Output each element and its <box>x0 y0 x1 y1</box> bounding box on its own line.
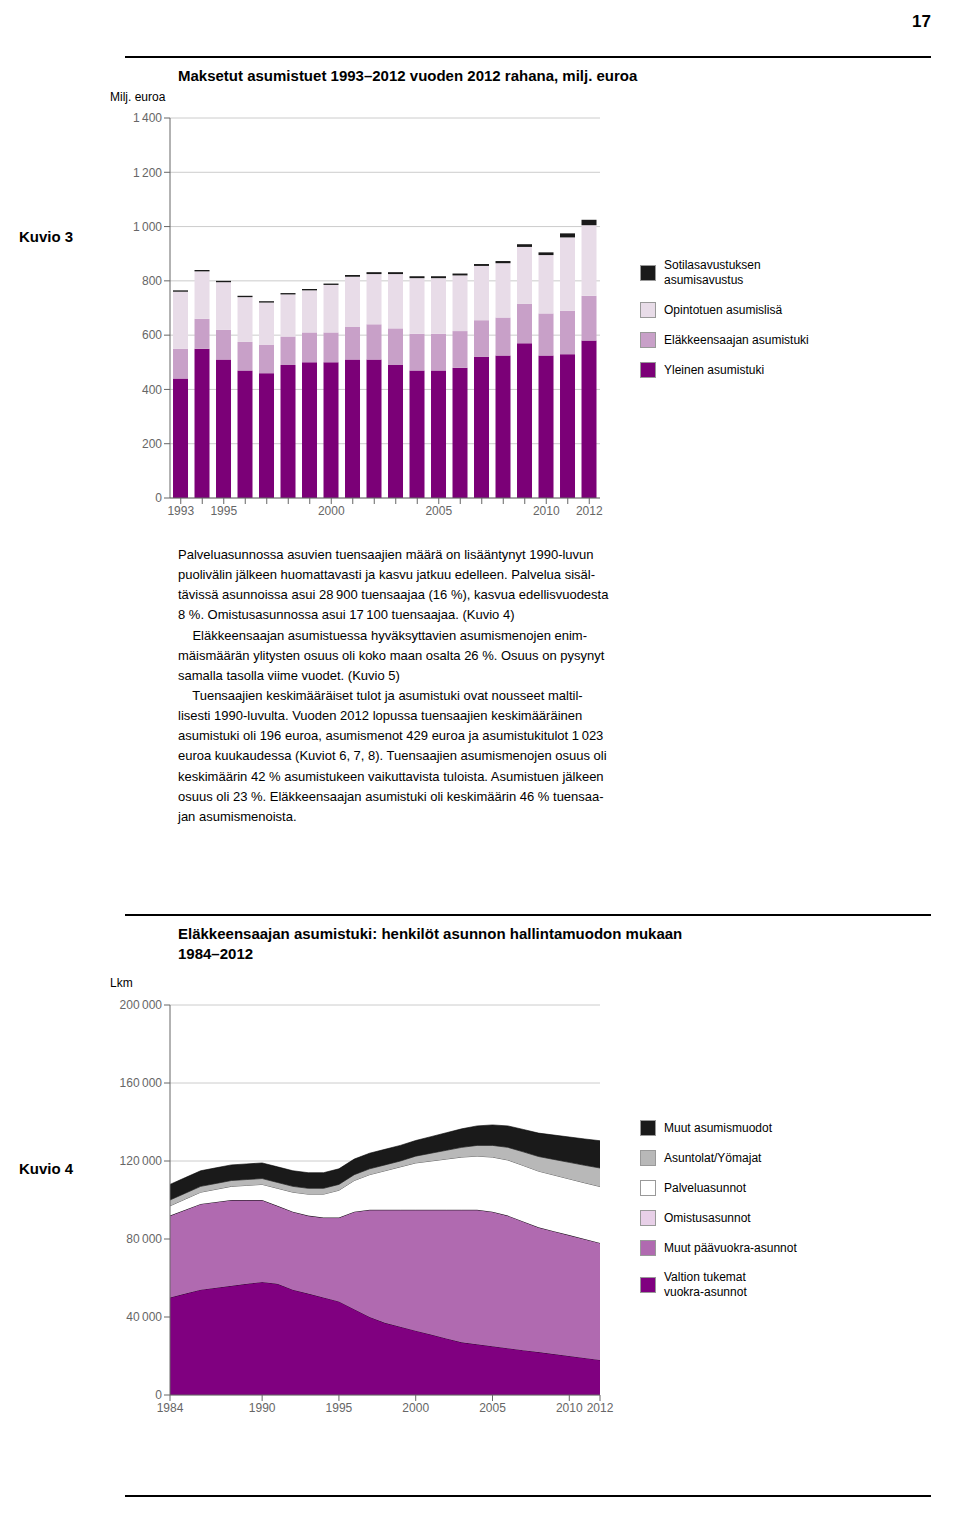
html-text:Muut asumismuodot: Muut asumismuodot <box>664 1120 772 1135</box>
svg-text:1995: 1995 <box>326 1401 353 1415</box>
svg-text:2012: 2012 <box>587 1401 614 1415</box>
svg-text:40 000: 40 000 <box>126 1310 162 1324</box>
svg-text:1984: 1984 <box>157 1401 184 1415</box>
svg-text:1993: 1993 <box>167 504 194 518</box>
svg-text:1995: 1995 <box>210 504 237 518</box>
svg-text:800: 800 <box>142 274 162 288</box>
svg-text:400: 400 <box>142 383 162 397</box>
svg-text:2005: 2005 <box>479 1401 506 1415</box>
svg-text:160 000: 160 000 <box>120 1076 163 1090</box>
svg-text:80 000: 80 000 <box>126 1232 162 1246</box>
svg-text:2010: 2010 <box>556 1401 583 1415</box>
html-text:Eläkkeensaajan asumistuki: hen: Eläkkeensaajan asumistuki: henkilöt asun… <box>178 925 683 962</box>
html-text:Milj. euroa: Milj. euroa <box>110 90 166 104</box>
svg-text:200 000: 200 000 <box>120 998 163 1012</box>
html-text:Omistusasunnot: Omistusasunnot <box>664 1210 751 1225</box>
svg-text:1 200: 1 200 <box>133 166 162 180</box>
html-text:Maksetut asumistuet 1993–2012: Maksetut asumistuet 1993–2012 vuoden 201… <box>178 67 638 84</box>
html-text:Lkm: Lkm <box>110 976 133 990</box>
html-text:Kuvio 3: Kuvio 3 <box>19 228 74 245</box>
svg-text:200: 200 <box>142 437 162 451</box>
html-text:Valtion tukemat vuokra-asunnot: Valtion tukemat vuokra-asunnot <box>664 1270 747 1299</box>
svg-text:1 400: 1 400 <box>133 111 162 125</box>
html-text:Palveluasunnossa asuvien tuens: Palveluasunnossa asuvien tuensaajien mää… <box>178 547 609 824</box>
svg-text:2005: 2005 <box>425 504 452 518</box>
html-text:Sotilasavustuksen asumisavustu: Sotilasavustuksen asumisavustus <box>664 258 761 287</box>
html-text:Opintotuen asumislisä: Opintotuen asumislisä <box>664 302 783 317</box>
svg-text:0: 0 <box>155 491 162 505</box>
svg-text:2000: 2000 <box>318 504 345 518</box>
svg-text:2010: 2010 <box>533 504 560 518</box>
html-text:17: 17 <box>912 12 931 31</box>
html-text:Asuntolat/Yömajat: Asuntolat/Yömajat <box>664 1150 762 1165</box>
svg-text:600: 600 <box>142 328 162 342</box>
svg-text:2012: 2012 <box>576 504 603 518</box>
html-text:Kuvio 4: Kuvio 4 <box>19 1160 74 1177</box>
html-text:Yleinen asumistuki: Yleinen asumistuki <box>664 362 765 377</box>
svg-text:0: 0 <box>155 1388 162 1402</box>
html-text:Eläkkeensaajan asumistuki: Eläkkeensaajan asumistuki <box>664 332 809 347</box>
svg-text:2000: 2000 <box>402 1401 429 1415</box>
html-text:Palveluasunnot: Palveluasunnot <box>664 1180 747 1195</box>
svg-text:1 000: 1 000 <box>133 220 162 234</box>
svg-text:120 000: 120 000 <box>120 1154 163 1168</box>
svg-text:1990: 1990 <box>249 1401 276 1415</box>
html-text:Muut päävuokra-asunnot: Muut päävuokra-asunnot <box>664 1240 797 1255</box>
